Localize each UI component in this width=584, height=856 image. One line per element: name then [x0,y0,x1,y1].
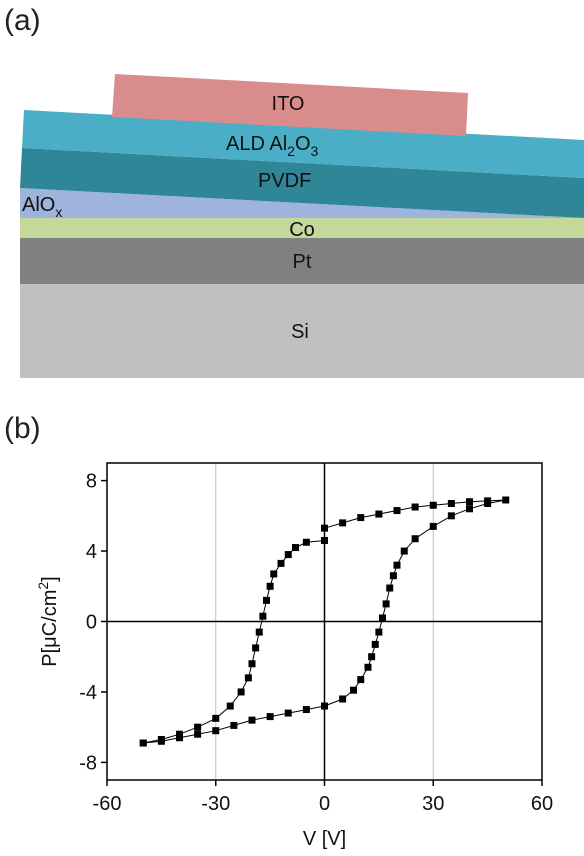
data-point [139,739,147,747]
data-point [284,551,292,559]
data-point [379,614,386,622]
data-point [382,600,390,608]
data-point [176,734,183,742]
data-point [302,706,310,714]
data-point [266,582,274,590]
x-tick-label: -30 [201,793,230,815]
x-axis-label: V [V] [303,828,346,850]
data-point [194,723,202,731]
data-point [302,538,310,546]
data-point [292,544,299,552]
data-point [244,674,252,682]
pvdf-label: PVDF [258,170,311,192]
data-point [466,498,473,506]
y-axis-label: P[μC/cm2] [35,576,61,666]
data-point [502,496,510,504]
x-tick-label: -60 [93,793,122,815]
data-point [266,713,274,721]
data-point [339,519,347,527]
ito-layer [112,74,468,136]
pvdf-layer [20,148,584,218]
data-point [429,522,437,530]
data-point [226,702,234,710]
y-tick-label: 0 [86,612,97,634]
data-point [364,663,372,671]
data-point [393,507,401,515]
data-point [386,584,394,592]
data-point [411,503,419,511]
data-point [375,628,383,636]
data-point [321,524,328,532]
data-point [252,644,260,652]
data-point [176,730,183,738]
data-point [255,628,263,636]
layer-stack-diagram: ITO ALD Al2O3 PVDF AlOx Co Pt Si [20,74,584,378]
data-point [212,714,220,722]
ito-label: ITO [272,93,305,115]
data-point [284,709,292,717]
co-label: Co [289,219,315,241]
data-point [339,695,347,703]
data-point [321,702,328,710]
data-point [248,660,256,668]
pt-layer [20,238,584,284]
data-point [357,676,365,684]
data-point [350,686,357,694]
data-point [389,572,397,580]
data-point [429,501,437,509]
data-point [466,505,473,513]
alox-label: AlOx [22,194,62,220]
data-point [212,727,220,735]
data-point [357,514,365,522]
data-point [194,730,202,738]
x-tick-label: 30 [422,793,444,815]
panel-label-b: (b) [4,412,41,445]
al2o3-label: ALD Al2O3 [226,133,319,159]
data-point [263,596,270,604]
data-point [375,510,383,518]
y-tick-label: -4 [79,682,97,704]
si-layer [20,284,584,378]
data-point [277,559,285,567]
data-point [447,500,455,508]
data-point [484,497,492,505]
co-layer [20,218,584,238]
x-tick-label: 60 [531,793,553,815]
y-tick-label: 8 [86,471,97,493]
data-point [393,561,401,569]
data-point [411,535,419,543]
data-point [368,653,376,661]
data-point [321,536,328,544]
data-point [230,721,238,729]
data-point [237,688,245,696]
panel-label-a: (a) [4,4,41,37]
data-point [259,612,267,620]
data-point [248,716,256,724]
x-tick-label: 0 [319,793,330,815]
pt-label: Pt [293,251,312,273]
y-tick-label: -8 [79,752,97,774]
data-point [400,547,408,555]
y-tick-label: 4 [86,541,97,563]
data-point [371,640,379,648]
si-label: Si [291,321,309,343]
data-point [157,735,165,743]
data-point [447,512,455,520]
al2o3-layer [22,110,584,178]
data-point [270,570,278,578]
